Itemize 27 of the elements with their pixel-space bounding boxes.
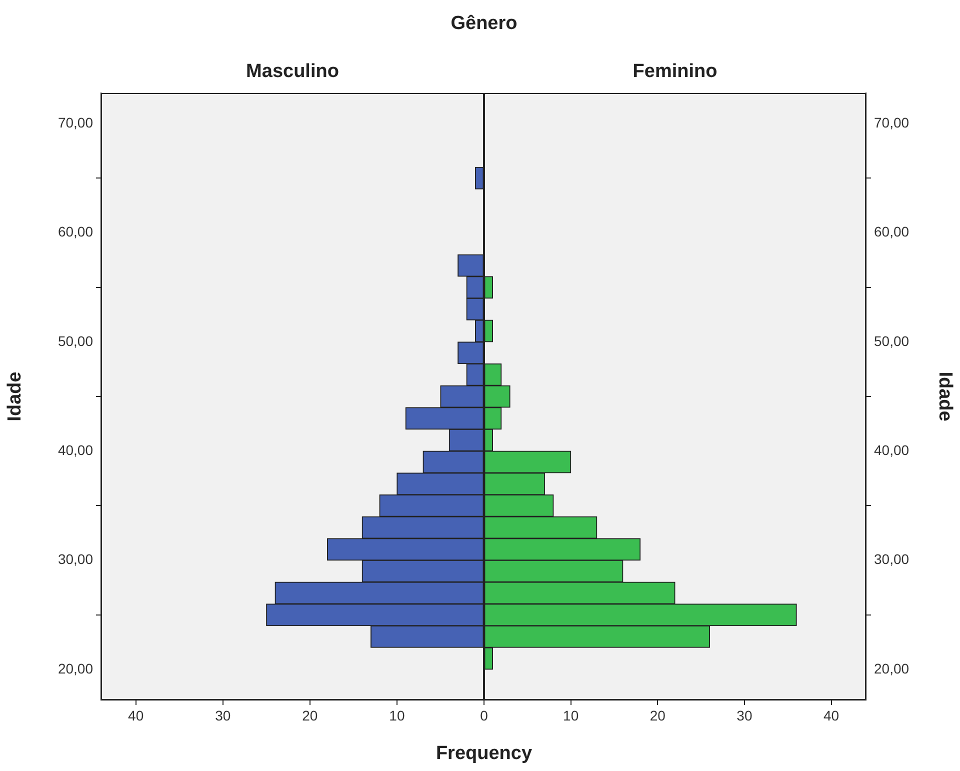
y-tick-label: 50,00 <box>874 332 910 349</box>
y-tick-label: 50,00 <box>58 332 94 349</box>
x-axis-title: Frequency <box>434 743 534 765</box>
y-tick-label: 60,00 <box>874 224 910 240</box>
x-tick-label: 0 <box>480 707 488 724</box>
x-tick-label: 30 <box>736 707 752 724</box>
x-tick-label: 40 <box>823 707 840 724</box>
y-tick-label: 40,00 <box>874 442 910 458</box>
chart-subtitle: Masculino <box>245 61 340 83</box>
x-tick-label: 10 <box>389 707 405 724</box>
y-axis-title: Idade <box>4 372 26 422</box>
x-tick-label: 40 <box>128 707 144 724</box>
y-tick-label: 20,00 <box>874 660 910 676</box>
y-tick-label: 30,00 <box>58 551 94 568</box>
y-tick-label: 60,00 <box>58 224 94 240</box>
y-tick-label: 40,00 <box>58 442 94 458</box>
chart-subtitle: Feminino <box>632 61 718 83</box>
y-tick-label: 30,00 <box>874 551 910 568</box>
x-tick-label: 20 <box>650 707 666 724</box>
y-tick-label: 70,00 <box>58 114 94 130</box>
y-axis-title: Idade <box>934 372 956 422</box>
y-tick-label: 20,00 <box>58 660 94 676</box>
chart-title: Gênero <box>450 13 518 35</box>
y-tick-label: 70,00 <box>874 114 910 130</box>
x-tick-label: 20 <box>302 707 318 724</box>
x-tick-label: 10 <box>563 707 579 724</box>
x-tick-label: 30 <box>215 707 231 724</box>
